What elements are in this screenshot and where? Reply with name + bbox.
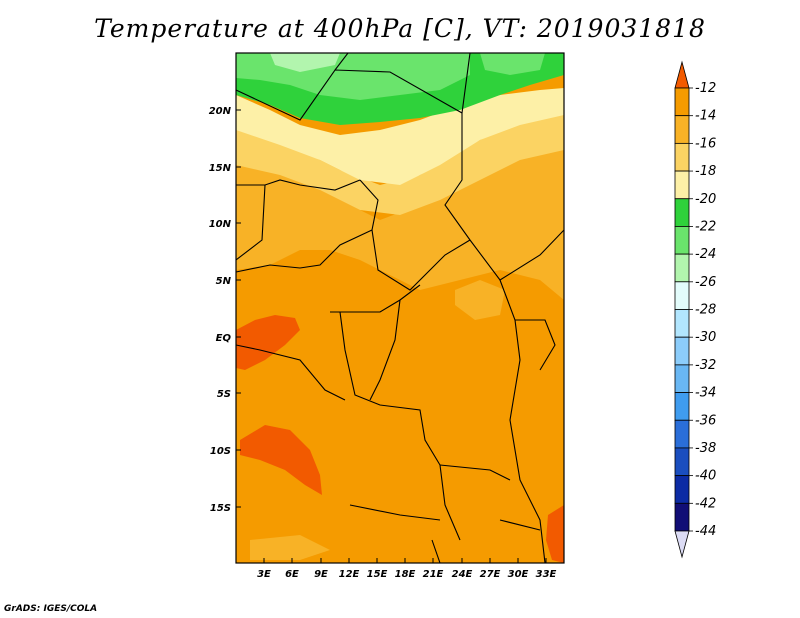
colorbar-swatch	[674, 419, 690, 449]
field-warm-south	[240, 425, 322, 495]
field-warm-se	[546, 505, 564, 563]
colorbar-label: -14	[695, 109, 716, 124]
lat-label: 15S	[210, 503, 231, 514]
colorbar-swatch	[674, 60, 690, 89]
field-band-18	[236, 108, 564, 215]
lat-label: 20N	[209, 106, 232, 117]
longitude-axis: 3E 6E 9E 12E 15E 18E 21E 24E 27E 30E 33E	[257, 558, 557, 580]
colorbar-label: -22	[695, 219, 716, 234]
field-warm-west	[236, 315, 300, 370]
field-band-26b	[480, 53, 545, 75]
colorbar-swatch	[674, 475, 690, 504]
field-light-patches	[250, 280, 505, 560]
colorbar-label: -16	[695, 136, 716, 151]
lon-label: 18E	[395, 569, 416, 580]
colorbar-swatch	[674, 253, 690, 283]
colorbar-swatch	[674, 142, 690, 172]
lon-label: 12E	[339, 569, 360, 580]
colorbar-label: -32	[695, 358, 716, 373]
lon-label: 24E	[452, 569, 473, 580]
colorbar-label: -28	[695, 303, 716, 318]
lon-label: 9E	[314, 569, 328, 580]
colorbar-swatch	[674, 392, 690, 421]
colorbar-label: -44	[695, 524, 716, 539]
colorbar-swatch	[674, 502, 690, 532]
lon-label: 27E	[480, 569, 501, 580]
colorbar: -12 -14 -16 -18 -20 -22 -24 -26 -28 -30 -32 -34 -36 -…	[674, 60, 716, 559]
lat-label: 5N	[216, 276, 232, 287]
colorbar-swatch	[674, 281, 690, 310]
colorbar-label: -18	[695, 164, 716, 179]
field-band-28	[270, 53, 340, 72]
colorbar-label: -40	[695, 469, 716, 484]
colorbar-label: -38	[695, 441, 716, 456]
lon-label: 6E	[285, 569, 299, 580]
colorbar-label: -26	[695, 275, 716, 290]
lat-label: 15N	[209, 163, 232, 174]
colorbar-swatch	[674, 226, 690, 255]
colorbar-label: -36	[695, 413, 716, 428]
colorbar-swatch	[674, 198, 690, 227]
lon-label: 3E	[257, 569, 271, 580]
lon-label: 33E	[536, 569, 557, 580]
colorbar-swatch	[674, 115, 690, 144]
colorbar-swatch	[674, 170, 690, 200]
colorbar-swatch	[674, 309, 690, 338]
lat-label: 10N	[209, 219, 232, 230]
grads-credit: GrADS: IGES/COLA	[4, 604, 98, 614]
latitude-axis: 20N 15N 10N 5N EQ 5S 10S 15S	[209, 106, 241, 514]
colorbar-swatch	[674, 447, 690, 477]
country-borders	[236, 53, 564, 563]
lat-label: 5S	[217, 389, 231, 400]
lat-label: 10S	[210, 446, 231, 457]
lon-label: 15E	[367, 569, 388, 580]
colorbar-swatch	[674, 336, 690, 366]
colorbar-label: -24	[695, 247, 716, 262]
field-band-20	[236, 88, 564, 185]
map-panel	[235, 52, 565, 564]
colorbar-label: -34	[695, 386, 716, 401]
lat-label: EQ	[216, 333, 232, 344]
lon-label: 30E	[508, 569, 529, 580]
colorbar-label: -12	[695, 81, 716, 96]
colorbar-swatch	[674, 530, 690, 559]
map-frame	[235, 52, 565, 564]
colorbar-label: -42	[695, 496, 716, 511]
colorbar-label: -20	[695, 192, 716, 207]
lon-label: 21E	[423, 569, 444, 580]
colorbar-swatch	[674, 364, 690, 393]
map-title: Temperature at 400hPa [C], VT: 201903181…	[94, 14, 706, 43]
colorbar-label: -30	[695, 330, 716, 345]
colorbar-swatch	[674, 87, 690, 117]
